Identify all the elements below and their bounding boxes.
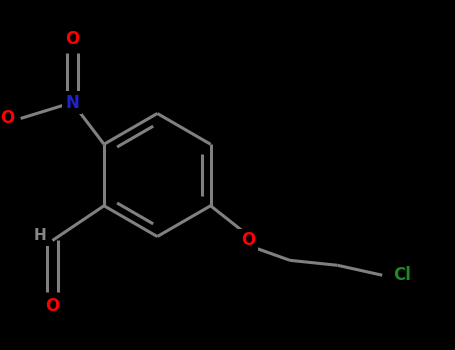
Text: O: O [0,110,14,127]
Text: Cl: Cl [393,266,411,284]
Text: N: N [66,93,79,112]
Text: O: O [65,30,79,48]
Text: O: O [241,231,255,250]
Text: O: O [46,297,60,315]
Text: H: H [33,228,46,243]
